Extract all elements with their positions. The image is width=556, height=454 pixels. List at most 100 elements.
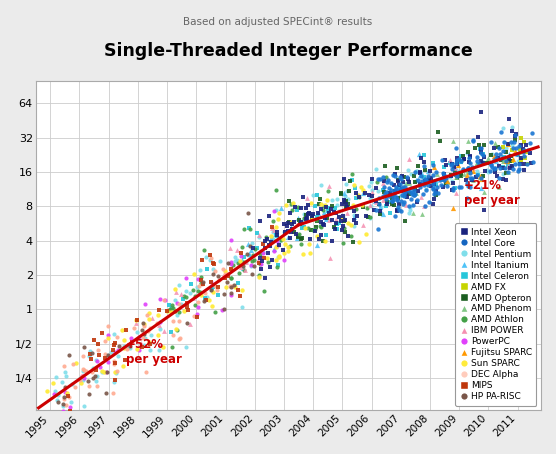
Point <box>520 153 529 160</box>
Point <box>381 188 390 196</box>
Point <box>379 197 388 204</box>
Point <box>358 221 367 228</box>
Point <box>371 207 380 214</box>
Point <box>378 186 387 193</box>
Point <box>508 163 517 170</box>
Point <box>509 166 518 173</box>
Point <box>254 256 262 263</box>
Point <box>425 167 434 174</box>
Point <box>255 273 264 280</box>
Point <box>514 157 523 164</box>
Point <box>296 241 305 248</box>
Point <box>512 144 521 152</box>
Point <box>97 329 106 336</box>
Point <box>295 231 304 238</box>
Point <box>433 184 441 191</box>
Point <box>276 204 285 212</box>
Point <box>514 165 523 173</box>
Title: Single-Threaded Integer Performance: Single-Threaded Integer Performance <box>104 42 473 60</box>
Point <box>479 207 488 214</box>
Point <box>415 168 424 176</box>
Point <box>62 401 71 409</box>
Point <box>139 335 148 342</box>
Point <box>155 295 164 302</box>
Point <box>274 253 283 261</box>
Point <box>431 192 440 199</box>
Point <box>350 212 359 219</box>
Point <box>186 280 195 287</box>
Point <box>399 193 408 200</box>
Point <box>383 198 392 206</box>
Point <box>254 271 263 278</box>
Point <box>122 326 131 333</box>
Point <box>323 197 332 204</box>
Point <box>218 306 227 313</box>
Point <box>466 159 475 167</box>
Text: +21%
per year: +21% per year <box>464 179 519 207</box>
Point <box>342 188 351 195</box>
Point <box>396 184 405 192</box>
Point <box>494 155 503 162</box>
Point <box>280 249 289 256</box>
Point <box>319 206 327 213</box>
Point <box>308 226 317 233</box>
Point <box>278 246 287 253</box>
Point <box>182 319 191 326</box>
Point <box>436 177 445 184</box>
Point <box>62 389 71 396</box>
Point <box>205 296 214 304</box>
Point <box>486 161 495 168</box>
Point <box>264 258 272 266</box>
Point <box>519 138 528 145</box>
Point <box>209 259 218 266</box>
Point <box>110 368 119 375</box>
Point <box>507 138 516 146</box>
Point <box>207 286 216 294</box>
Point <box>171 307 180 314</box>
Point <box>61 388 70 395</box>
Point <box>474 160 483 168</box>
Point <box>395 174 404 181</box>
Point <box>413 198 422 206</box>
Point <box>373 226 382 233</box>
Point <box>165 305 174 312</box>
Point <box>330 208 339 216</box>
Point <box>503 140 512 148</box>
Point <box>456 183 465 191</box>
Point <box>197 281 206 288</box>
Point <box>96 364 105 371</box>
Point <box>488 163 497 170</box>
Point <box>65 351 74 359</box>
Point <box>378 174 387 181</box>
Point <box>219 291 228 298</box>
Point <box>138 343 147 350</box>
Point <box>454 161 463 168</box>
Point <box>43 387 52 395</box>
Point <box>511 132 520 139</box>
Point <box>499 157 508 164</box>
Point <box>480 153 489 160</box>
Point <box>490 157 499 164</box>
Point <box>299 194 308 201</box>
Point <box>182 304 191 311</box>
Point <box>268 235 277 242</box>
Point <box>486 139 495 146</box>
Point <box>272 232 281 239</box>
Point <box>222 269 231 276</box>
Point <box>285 227 294 234</box>
Point <box>228 282 237 290</box>
Point <box>499 164 508 172</box>
Point <box>455 157 464 164</box>
Point <box>463 138 472 145</box>
Point <box>361 212 370 220</box>
Point <box>376 210 385 217</box>
Point <box>156 340 165 348</box>
Point <box>391 171 400 178</box>
Point <box>388 197 396 204</box>
Point <box>146 347 155 354</box>
Point <box>61 373 70 380</box>
Point <box>371 184 380 192</box>
Point <box>443 183 452 190</box>
Point <box>456 172 465 179</box>
Point <box>381 191 390 198</box>
